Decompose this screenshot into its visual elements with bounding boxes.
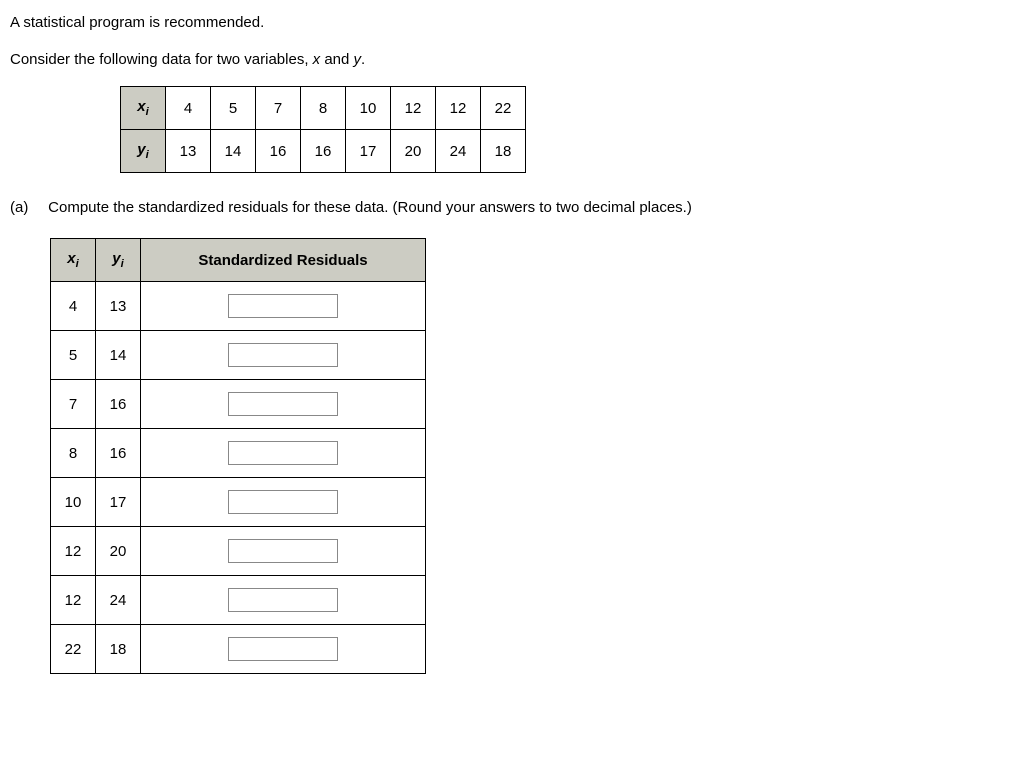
res-input-3[interactable]: [228, 441, 338, 465]
data-x-6: 12: [436, 87, 481, 130]
data-table-row-y: yi 13 14 16 16 17 20 24 18: [121, 130, 526, 173]
data-y-1: 14: [211, 130, 256, 173]
res-y-0: 13: [96, 282, 141, 331]
res-x-3: 8: [51, 429, 96, 478]
res-input-cell-5: [141, 527, 426, 576]
table-row: 7 16: [51, 380, 426, 429]
table-row: 12 20: [51, 527, 426, 576]
table-row: 10 17: [51, 478, 426, 527]
data-x-7: 22: [481, 87, 526, 130]
res-y-5: 20: [96, 527, 141, 576]
table-row: 22 18: [51, 625, 426, 674]
table-row: 5 14: [51, 331, 426, 380]
res-input-6[interactable]: [228, 588, 338, 612]
res-input-4[interactable]: [228, 490, 338, 514]
res-y-sub: i: [121, 258, 124, 270]
res-input-cell-4: [141, 478, 426, 527]
res-input-cell-2: [141, 380, 426, 429]
data-y-0: 13: [166, 130, 211, 173]
data-table-y-header: yi: [121, 130, 166, 173]
res-y-6: 24: [96, 576, 141, 625]
intro-line-2-mid: and: [320, 51, 353, 68]
table-row: 4 13: [51, 282, 426, 331]
res-x-1: 5: [51, 331, 96, 380]
res-input-2[interactable]: [228, 392, 338, 416]
res-input-7[interactable]: [228, 637, 338, 661]
res-y-4: 17: [96, 478, 141, 527]
data-y-3: 16: [301, 130, 346, 173]
res-y-1: 14: [96, 331, 141, 380]
res-header-y: yi: [96, 239, 141, 282]
data-y-4: 17: [346, 130, 391, 173]
data-y-symbol: y: [137, 141, 145, 158]
res-header-x: xi: [51, 239, 96, 282]
res-x-0: 4: [51, 282, 96, 331]
data-table-x-header: xi: [121, 87, 166, 130]
res-input-5[interactable]: [228, 539, 338, 563]
res-x-4: 10: [51, 478, 96, 527]
data-y-7: 18: [481, 130, 526, 173]
res-y-3: 16: [96, 429, 141, 478]
intro-line-2-before: Consider the following data for two vari…: [10, 51, 313, 68]
data-x-0: 4: [166, 87, 211, 130]
data-x-2: 7: [256, 87, 301, 130]
data-table-row-x: xi 4 5 7 8 10 12 12 22: [121, 87, 526, 130]
res-x-sub: i: [76, 258, 79, 270]
data-y-6: 24: [436, 130, 481, 173]
res-input-cell-3: [141, 429, 426, 478]
part-a-prompt: (a) Compute the standardized residuals f…: [10, 197, 1014, 218]
res-header-row: xi yi Standardized Residuals: [51, 239, 426, 282]
data-x-1: 5: [211, 87, 256, 130]
part-a-text: Compute the standardized residuals for t…: [48, 199, 692, 216]
res-input-cell-7: [141, 625, 426, 674]
res-x-symbol: x: [67, 250, 75, 267]
res-x-6: 12: [51, 576, 96, 625]
res-y-7: 18: [96, 625, 141, 674]
res-y-symbol: y: [112, 250, 120, 267]
data-y-2: 16: [256, 130, 301, 173]
res-y-2: 16: [96, 380, 141, 429]
part-a-label: (a): [10, 197, 44, 218]
data-y-5: 20: [391, 130, 436, 173]
res-input-cell-0: [141, 282, 426, 331]
data-x-3: 8: [301, 87, 346, 130]
table-row: 12 24: [51, 576, 426, 625]
data-table: xi 4 5 7 8 10 12 12 22 yi 13 14 16 16 17…: [120, 86, 526, 173]
res-input-cell-6: [141, 576, 426, 625]
table-row: 8 16: [51, 429, 426, 478]
res-x-5: 12: [51, 527, 96, 576]
res-input-1[interactable]: [228, 343, 338, 367]
data-x-5: 12: [391, 87, 436, 130]
intro-line-2-after: .: [361, 51, 365, 68]
res-input-cell-1: [141, 331, 426, 380]
intro-line-2: Consider the following data for two vari…: [10, 49, 1014, 70]
res-header-res: Standardized Residuals: [141, 239, 426, 282]
data-x-sub: i: [146, 106, 149, 118]
intro-line-1: A statistical program is recommended.: [10, 12, 1014, 33]
res-x-2: 7: [51, 380, 96, 429]
data-x-symbol: x: [137, 98, 145, 115]
var-y: y: [354, 51, 362, 68]
data-y-sub: i: [146, 149, 149, 161]
res-x-7: 22: [51, 625, 96, 674]
res-input-0[interactable]: [228, 294, 338, 318]
data-x-4: 10: [346, 87, 391, 130]
residuals-table: xi yi Standardized Residuals 4 13 5 14 7…: [50, 238, 426, 674]
